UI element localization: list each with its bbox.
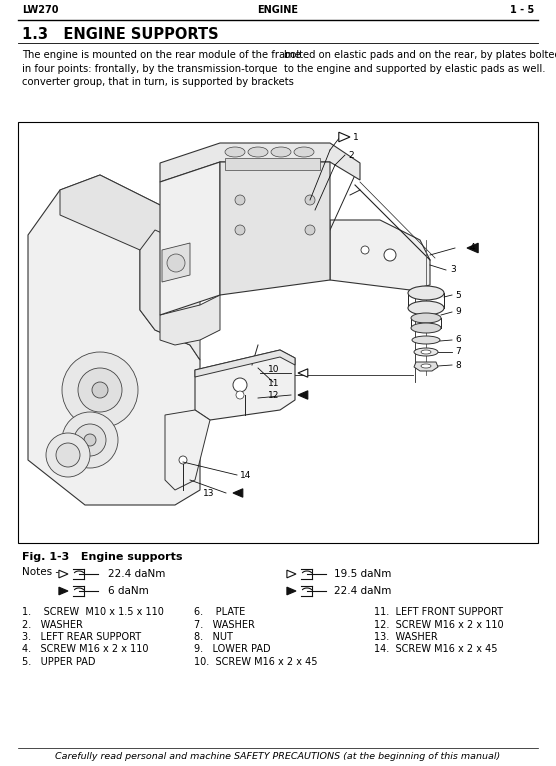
Circle shape [46, 433, 90, 477]
Text: 7: 7 [455, 348, 461, 356]
Circle shape [384, 249, 396, 261]
Text: 2: 2 [348, 150, 354, 159]
Circle shape [235, 195, 245, 205]
Circle shape [305, 225, 315, 235]
Polygon shape [160, 143, 360, 182]
Ellipse shape [421, 350, 431, 354]
Polygon shape [59, 570, 68, 578]
Polygon shape [160, 162, 220, 315]
Text: 5: 5 [455, 290, 461, 300]
Polygon shape [414, 362, 438, 371]
Polygon shape [140, 230, 200, 360]
Text: 4.   SCREW M16 x 2 x 110: 4. SCREW M16 x 2 x 110 [22, 644, 148, 654]
Text: LW270: LW270 [22, 5, 58, 15]
Text: Notes -: Notes - [22, 567, 59, 577]
Ellipse shape [412, 336, 440, 344]
Circle shape [236, 391, 244, 399]
Ellipse shape [225, 147, 245, 157]
Circle shape [167, 254, 185, 272]
Polygon shape [60, 175, 200, 250]
Circle shape [78, 368, 122, 412]
Text: 9: 9 [455, 307, 461, 316]
Circle shape [62, 352, 138, 428]
Polygon shape [233, 489, 243, 497]
Text: 2.   WASHER: 2. WASHER [22, 620, 83, 630]
Text: 22.4 daNm: 22.4 daNm [334, 586, 391, 596]
Circle shape [56, 443, 80, 467]
Text: 22.4 daNm: 22.4 daNm [108, 569, 165, 579]
Text: 1 - 5: 1 - 5 [510, 5, 534, 15]
Text: 1.    SCREW  M10 x 1.5 x 110: 1. SCREW M10 x 1.5 x 110 [22, 607, 164, 617]
Ellipse shape [421, 364, 431, 368]
Polygon shape [287, 588, 296, 595]
Ellipse shape [411, 323, 441, 333]
Ellipse shape [271, 147, 291, 157]
Text: 14.  SCREW M16 x 2 x 45: 14. SCREW M16 x 2 x 45 [374, 644, 498, 654]
Text: 1: 1 [353, 133, 359, 142]
Polygon shape [287, 570, 296, 578]
Text: 13.  WASHER: 13. WASHER [374, 632, 438, 642]
Ellipse shape [408, 301, 444, 315]
Circle shape [361, 246, 369, 254]
Polygon shape [339, 133, 350, 142]
Polygon shape [298, 368, 308, 377]
Text: 9.   LOWER PAD: 9. LOWER PAD [194, 644, 271, 654]
Circle shape [92, 382, 108, 398]
Text: Carefully read personal and machine SAFETY PRECAUTIONS (at the beginning of this: Carefully read personal and machine SAFE… [56, 752, 500, 761]
Text: 3: 3 [450, 266, 456, 274]
Polygon shape [162, 243, 190, 282]
Text: 6.    PLATE: 6. PLATE [194, 607, 245, 617]
Polygon shape [220, 162, 330, 295]
Text: 10.  SCREW M16 x 2 x 45: 10. SCREW M16 x 2 x 45 [194, 657, 317, 667]
Text: 1.3   ENGINE SUPPORTS: 1.3 ENGINE SUPPORTS [22, 27, 219, 42]
Text: 11.  LEFT FRONT SUPPORT: 11. LEFT FRONT SUPPORT [374, 607, 503, 617]
Circle shape [179, 456, 187, 464]
Polygon shape [165, 410, 210, 490]
Ellipse shape [294, 147, 314, 157]
Text: 19.5 daNm: 19.5 daNm [334, 569, 391, 579]
Ellipse shape [408, 286, 444, 300]
Text: 12: 12 [267, 391, 279, 400]
Text: 4: 4 [470, 244, 475, 253]
Text: Fig. 1-3   Engine supports: Fig. 1-3 Engine supports [22, 552, 182, 562]
Polygon shape [160, 295, 220, 345]
Text: bolted on elastic pads and on the rear, by plates bolted
to the engine and suppo: bolted on elastic pads and on the rear, … [284, 50, 556, 74]
Circle shape [84, 434, 96, 446]
Bar [18, 122, 538, 543]
Text: 8.   NUT: 8. NUT [194, 632, 233, 642]
Ellipse shape [414, 348, 438, 356]
Text: 13: 13 [202, 489, 214, 497]
Text: The engine is mounted on the rear module of the frame
in four points: frontally,: The engine is mounted on the rear module… [22, 50, 301, 87]
Ellipse shape [411, 313, 441, 323]
Circle shape [74, 424, 106, 456]
Text: 11: 11 [267, 378, 279, 388]
Text: ENGINE: ENGINE [257, 5, 299, 15]
Text: 14: 14 [240, 470, 251, 480]
Polygon shape [28, 175, 200, 505]
Circle shape [62, 412, 118, 468]
Polygon shape [195, 350, 295, 377]
Circle shape [305, 195, 315, 205]
Text: 6 daNm: 6 daNm [108, 586, 149, 596]
Polygon shape [195, 350, 295, 420]
Ellipse shape [248, 147, 268, 157]
Text: 7.   WASHER: 7. WASHER [194, 620, 255, 630]
Text: 8: 8 [455, 361, 461, 369]
Text: 12.  SCREW M16 x 2 x 110: 12. SCREW M16 x 2 x 110 [374, 620, 504, 630]
Text: 10: 10 [267, 365, 279, 375]
Text: 3.   LEFT REAR SUPPORT: 3. LEFT REAR SUPPORT [22, 632, 141, 642]
Text: 6: 6 [455, 336, 461, 345]
Polygon shape [59, 588, 68, 595]
Circle shape [235, 225, 245, 235]
Text: 5.   UPPER PAD: 5. UPPER PAD [22, 657, 96, 667]
Polygon shape [330, 220, 430, 290]
Polygon shape [298, 391, 308, 399]
Polygon shape [467, 243, 478, 253]
Polygon shape [225, 158, 320, 170]
Circle shape [233, 378, 247, 392]
